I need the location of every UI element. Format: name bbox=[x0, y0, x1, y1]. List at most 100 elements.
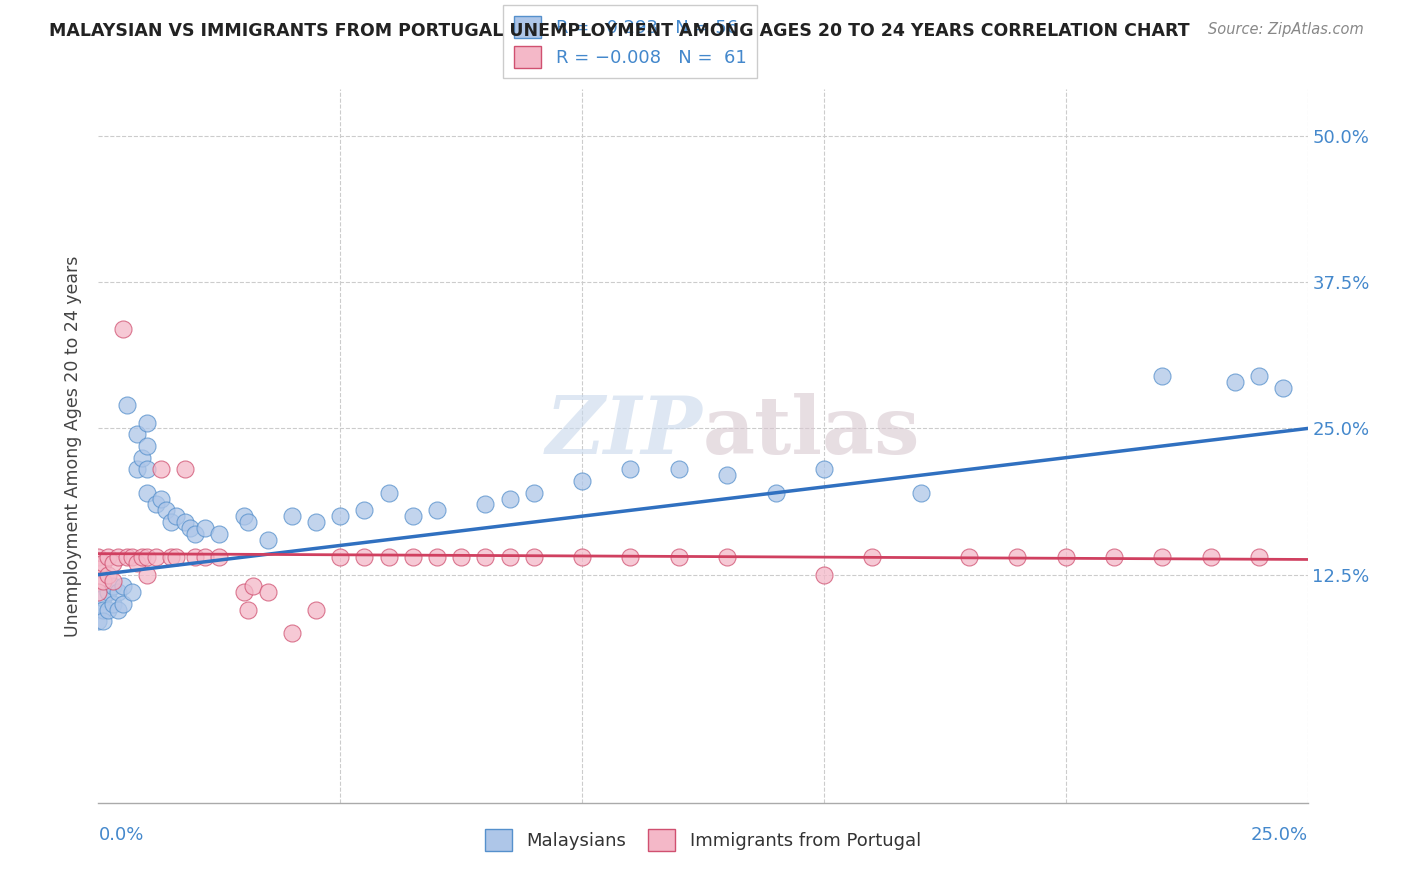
Point bbox=[256, 533, 278, 547]
Point bbox=[184, 526, 207, 541]
Point bbox=[165, 509, 187, 524]
Point bbox=[131, 450, 153, 465]
Point bbox=[174, 515, 197, 529]
Point bbox=[127, 462, 149, 476]
Point bbox=[121, 585, 143, 599]
Point bbox=[619, 550, 641, 565]
Point bbox=[160, 515, 183, 529]
Point bbox=[716, 550, 738, 565]
Point bbox=[91, 556, 114, 570]
Point bbox=[87, 615, 110, 629]
Text: 0.0%: 0.0% bbox=[98, 826, 143, 844]
Point bbox=[813, 462, 835, 476]
Point bbox=[135, 439, 157, 453]
Point bbox=[1152, 368, 1174, 383]
Point bbox=[619, 462, 641, 476]
Point bbox=[111, 579, 134, 593]
Point bbox=[498, 550, 520, 565]
Point bbox=[242, 579, 264, 593]
Point bbox=[232, 509, 254, 524]
Point bbox=[1249, 550, 1271, 565]
Point bbox=[1272, 380, 1295, 394]
Point bbox=[91, 574, 114, 588]
Point bbox=[329, 550, 352, 565]
Point bbox=[765, 485, 787, 500]
Legend: Malaysians, Immigrants from Portugal: Malaysians, Immigrants from Portugal bbox=[478, 822, 928, 858]
Point bbox=[1054, 550, 1077, 565]
Point bbox=[256, 585, 278, 599]
Point bbox=[87, 585, 110, 599]
Point bbox=[377, 550, 399, 565]
Point bbox=[107, 603, 129, 617]
Point bbox=[165, 550, 187, 565]
Point bbox=[107, 550, 129, 565]
Point bbox=[668, 462, 690, 476]
Point bbox=[150, 462, 173, 476]
Point bbox=[668, 550, 690, 565]
Point bbox=[111, 322, 134, 336]
Point bbox=[1102, 550, 1125, 565]
Point bbox=[145, 550, 167, 565]
Point bbox=[377, 485, 399, 500]
Point bbox=[353, 550, 375, 565]
Text: 25.0%: 25.0% bbox=[1250, 826, 1308, 844]
Point bbox=[87, 562, 110, 576]
Point bbox=[135, 567, 157, 582]
Point bbox=[426, 550, 449, 565]
Text: atlas: atlas bbox=[703, 392, 921, 471]
Text: Source: ZipAtlas.com: Source: ZipAtlas.com bbox=[1208, 22, 1364, 37]
Point bbox=[426, 503, 449, 517]
Point bbox=[208, 526, 231, 541]
Point bbox=[571, 550, 593, 565]
Point bbox=[101, 579, 124, 593]
Point bbox=[194, 550, 217, 565]
Point bbox=[232, 585, 254, 599]
Point bbox=[450, 550, 472, 565]
Point bbox=[402, 509, 425, 524]
Point bbox=[97, 550, 120, 565]
Text: MALAYSIAN VS IMMIGRANTS FROM PORTUGAL UNEMPLOYMENT AMONG AGES 20 TO 24 YEARS COR: MALAYSIAN VS IMMIGRANTS FROM PORTUGAL UN… bbox=[49, 22, 1189, 40]
Point bbox=[97, 603, 120, 617]
Point bbox=[117, 398, 139, 412]
Point bbox=[523, 485, 546, 500]
Point bbox=[1007, 550, 1029, 565]
Point bbox=[101, 556, 124, 570]
Point bbox=[238, 603, 260, 617]
Point bbox=[135, 485, 157, 500]
Point bbox=[145, 498, 167, 512]
Point bbox=[281, 626, 304, 640]
Point bbox=[87, 550, 110, 565]
Point bbox=[402, 550, 425, 565]
Point bbox=[117, 550, 139, 565]
Point bbox=[127, 556, 149, 570]
Point bbox=[101, 574, 124, 588]
Point bbox=[91, 615, 114, 629]
Point bbox=[716, 468, 738, 483]
Point bbox=[281, 509, 304, 524]
Point bbox=[1249, 368, 1271, 383]
Point bbox=[238, 515, 260, 529]
Point bbox=[87, 574, 110, 588]
Point bbox=[1152, 550, 1174, 565]
Point bbox=[1199, 550, 1222, 565]
Point bbox=[107, 585, 129, 599]
Point bbox=[174, 462, 197, 476]
Point bbox=[127, 427, 149, 442]
Text: ZIP: ZIP bbox=[546, 393, 703, 470]
Point bbox=[135, 550, 157, 565]
Point bbox=[87, 603, 110, 617]
Point bbox=[860, 550, 883, 565]
Point bbox=[155, 503, 177, 517]
Point bbox=[194, 521, 217, 535]
Point bbox=[97, 567, 120, 582]
Point bbox=[160, 550, 183, 565]
Point bbox=[208, 550, 231, 565]
Point bbox=[571, 474, 593, 488]
Point bbox=[135, 462, 157, 476]
Point bbox=[305, 515, 328, 529]
Point bbox=[329, 509, 352, 524]
Point bbox=[121, 550, 143, 565]
Point bbox=[179, 521, 201, 535]
Point bbox=[353, 503, 375, 517]
Point bbox=[97, 585, 120, 599]
